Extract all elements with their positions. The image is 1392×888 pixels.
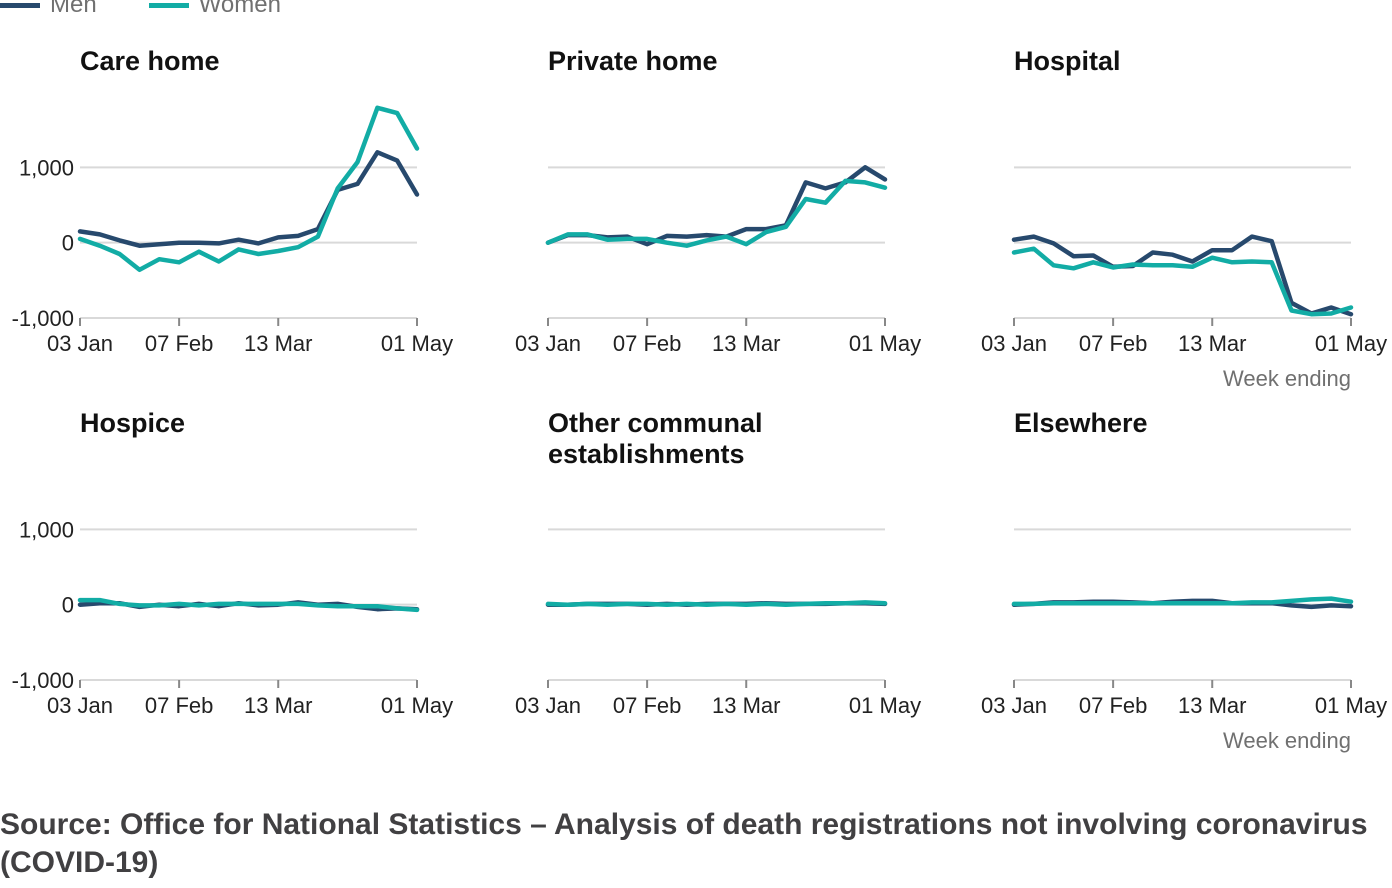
x-tick-label-hospital-0: 03 Jan xyxy=(981,331,1047,356)
x-tick-label-private-home-3: 01 May xyxy=(849,331,921,356)
x-tick-label-care-home-3: 01 May xyxy=(381,331,453,356)
x-tick-label-hospice-2: 13 Mar xyxy=(244,693,312,718)
panel-title-private-home: Private home xyxy=(548,46,718,76)
legend-item-men: Men xyxy=(0,0,97,19)
series-line-hospice-women xyxy=(77,597,420,613)
x-axis-label-hospital: Week ending xyxy=(1223,366,1351,391)
legend-item-women: Women xyxy=(148,0,281,19)
source-note: Source: Office for National Statistics –… xyxy=(0,808,1368,879)
series-line-private-home-men xyxy=(545,165,888,247)
x-tick-label-care-home-0: 03 Jan xyxy=(47,331,113,356)
legend: Men Women xyxy=(0,0,333,20)
panel-title-care-home: Care home xyxy=(80,46,220,76)
y-tick-label-hospice-0: 1,000 xyxy=(19,517,74,542)
panel-title-hospital: Hospital xyxy=(1014,46,1121,76)
series-line-elsewhere-women xyxy=(1011,596,1354,607)
y-tick-label-hospice-2: -1,000 xyxy=(12,668,74,693)
x-tick-label-care-home-1: 07 Feb xyxy=(145,331,214,356)
panel-title-hospice: Hospice xyxy=(80,408,185,438)
x-tick-label-hospice-1: 07 Feb xyxy=(145,693,214,718)
x-tick-label-hospice-0: 03 Jan xyxy=(47,693,113,718)
x-tick-label-elsewhere-3: 01 May xyxy=(1315,693,1387,718)
y-tick-label-care-home-0: 1,000 xyxy=(19,155,74,180)
x-tick-label-hospice-3: 01 May xyxy=(381,693,453,718)
series-line-other-communal-establishments-women xyxy=(545,600,888,607)
legend-label-men: Men xyxy=(50,0,97,18)
series-line-care-home-women xyxy=(77,105,420,273)
y-tick-label-care-home-1: 0 xyxy=(62,231,74,256)
x-tick-label-private-home-1: 07 Feb xyxy=(613,331,682,356)
x-tick-label-other-communal-establishments-2: 13 Mar xyxy=(712,693,780,718)
x-tick-label-elsewhere-2: 13 Mar xyxy=(1178,693,1246,718)
x-tick-label-hospital-2: 13 Mar xyxy=(1178,331,1246,356)
x-tick-label-other-communal-establishments-0: 03 Jan xyxy=(515,693,581,718)
series-line-private-home-women xyxy=(545,178,888,248)
series-line-hospital-men xyxy=(1011,234,1354,317)
series-line-hospital-women xyxy=(1011,246,1354,317)
y-tick-label-care-home-2: -1,000 xyxy=(12,306,74,331)
x-tick-label-elsewhere-1: 07 Feb xyxy=(1079,693,1148,718)
legend-swatch-men xyxy=(0,2,40,8)
x-tick-label-hospital-3: 01 May xyxy=(1315,331,1387,356)
x-tick-label-care-home-2: 13 Mar xyxy=(244,331,312,356)
x-axis-label-elsewhere: Week ending xyxy=(1223,728,1351,753)
x-tick-label-other-communal-establishments-1: 07 Feb xyxy=(613,693,682,718)
x-tick-label-elsewhere-0: 03 Jan xyxy=(981,693,1047,718)
panel-title-other-communal-establishments: Other communal establishments xyxy=(548,408,763,469)
x-tick-label-other-communal-establishments-3: 01 May xyxy=(849,693,921,718)
y-tick-label-hospice-1: 0 xyxy=(62,593,74,618)
x-tick-label-hospital-1: 07 Feb xyxy=(1079,331,1148,356)
x-tick-label-private-home-0: 03 Jan xyxy=(515,331,581,356)
x-tick-label-private-home-2: 13 Mar xyxy=(712,331,780,356)
legend-swatch-women xyxy=(148,2,189,8)
series-line-care-home-men xyxy=(77,150,420,248)
legend-label-women: Women xyxy=(198,0,281,18)
panel-title-elsewhere: Elsewhere xyxy=(1014,408,1148,438)
